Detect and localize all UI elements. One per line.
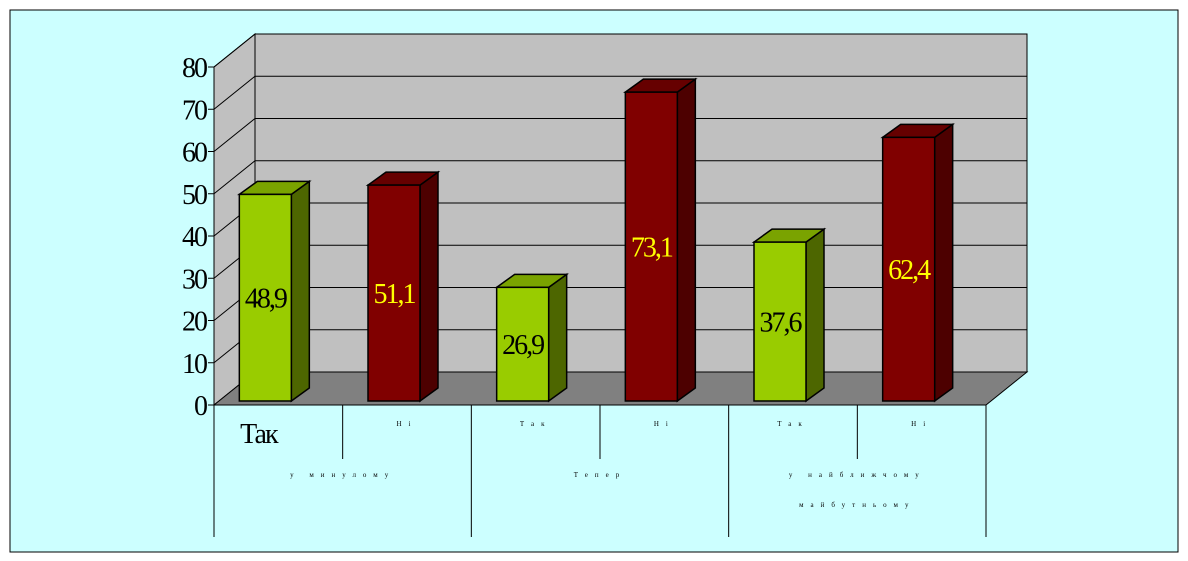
y-tick-label: 80 [182,53,207,84]
category-label: Ні [654,420,675,428]
y-tick-label: 50 [182,180,207,211]
data-label: 26,9 [502,330,544,361]
data-label: 48,9 [245,284,287,315]
bar-front [495,286,550,402]
bar-front [238,193,293,402]
bar-side [805,227,825,403]
bar: 51,1 [365,170,441,403]
data-label: 51,1 [374,279,416,310]
y-tick-label: 20 [182,307,207,338]
bar: 37,6 [751,227,827,403]
x-axis-categories: Так Ні у минулому Так Ні Тепер Так Ні у найближч… [213,405,987,537]
bar: 73,1 [623,77,698,403]
gridline [213,118,1027,152]
bar-front [753,241,807,402]
bar-side [547,272,568,403]
bar-front [624,91,679,402]
data-label: 62,4 [888,255,931,286]
bar: 48,9 [237,179,312,403]
data-label: 73,1 [631,233,673,264]
group-label: Тепер [574,471,626,479]
gridline [213,160,1027,195]
group-label: у найближчому майбутньому [789,471,926,509]
gridline [213,75,1027,110]
y-tick-label: 40 [182,222,207,253]
category-label: Ні [397,420,418,428]
y-tick-label: 0 [194,391,207,422]
category-label: Так [520,420,552,428]
data-label: 37,6 [760,308,803,339]
category-label: Ні [911,420,932,428]
y-tick-label: 70 [182,95,207,126]
y-axis: 80 70 60 50 40 30 20 10 0 [182,53,215,422]
bar-side [676,77,697,403]
bar-front [881,136,936,402]
y-tick-label: 30 [182,264,207,295]
category-label: Так [777,420,809,428]
bar-side [419,170,439,403]
bar-side [933,122,954,403]
category-label: Так [240,419,279,450]
bar-side [290,179,311,403]
y-tick-label: 60 [182,138,207,169]
bar-front [367,184,421,402]
bar: 26,9 [494,272,569,403]
y-tick-label: 10 [182,349,207,380]
bars: 48,9 51,1 26,9 73,1 37,6 62,4 [237,77,955,403]
bar: 62,4 [880,122,955,403]
group-label: у минулому [290,471,395,479]
gridline [213,33,1027,68]
